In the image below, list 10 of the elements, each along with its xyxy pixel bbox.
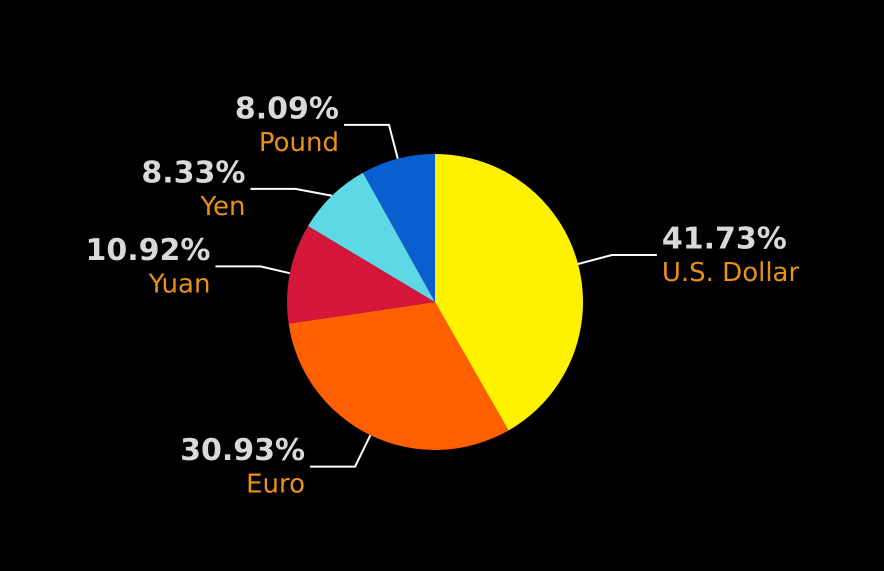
data-label: 8.33% (141, 155, 246, 190)
data-label: 10.92% (85, 232, 210, 268)
slice-label: Yuan (148, 269, 210, 300)
slice-label: Yen (200, 192, 246, 222)
data-label: 41.73% (662, 221, 787, 256)
data-label: 8.09% (234, 91, 339, 126)
slice-label: Euro (246, 470, 306, 500)
slice-label: Pound (258, 128, 339, 158)
slice-label: U.S. Dollar (662, 258, 800, 288)
data-label: 30.93% (180, 433, 306, 468)
